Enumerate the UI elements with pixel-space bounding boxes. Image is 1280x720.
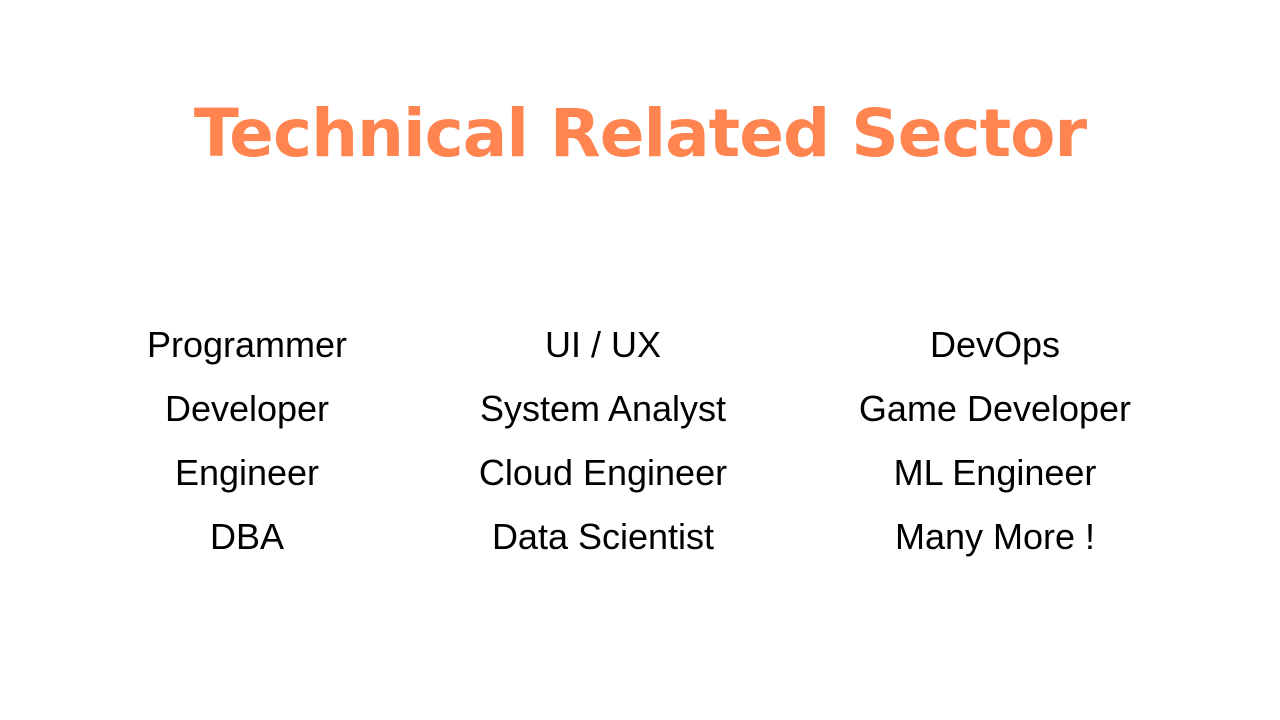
list-item: Developer [164, 388, 330, 429]
list-item: Data Scientist [491, 516, 715, 557]
list-item: Many More ! [894, 516, 1096, 557]
column-1: Programmer Developer Engineer DBA [87, 313, 407, 569]
list-item: Game Developer [858, 388, 1132, 429]
list-item: Engineer [174, 452, 320, 493]
list-item: ML Engineer [893, 452, 1097, 493]
slide-title: Technical Related Sector [193, 95, 1087, 172]
list-item: DBA [209, 516, 285, 557]
column-2: UI / UX System Analyst Cloud Engineer Da… [443, 313, 763, 569]
column-3: DevOps Game Developer ML Engineer Many M… [835, 313, 1155, 569]
list-item: Cloud Engineer [478, 452, 728, 493]
list-item: DevOps [929, 324, 1061, 365]
list-item: System Analyst [479, 388, 727, 429]
list-item: UI / UX [544, 324, 661, 365]
list-item: Programmer [146, 324, 348, 365]
